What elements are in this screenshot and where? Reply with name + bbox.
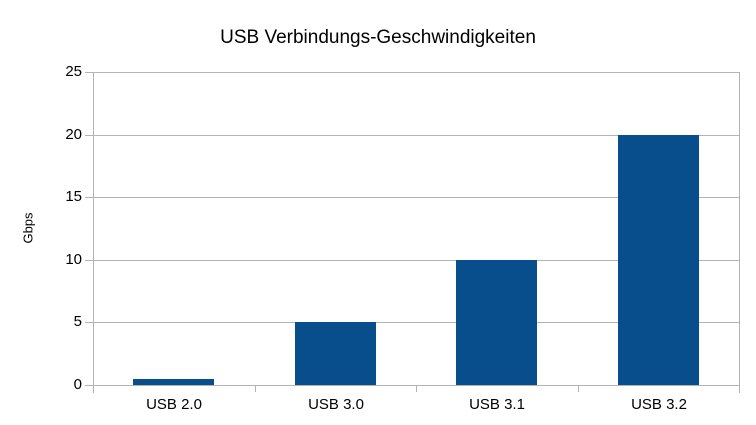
x-label-usb-2-0: USB 2.0 bbox=[146, 396, 202, 413]
x-label-usb-3-0: USB 3.0 bbox=[308, 396, 364, 413]
y-axis-title: Gbps bbox=[20, 212, 36, 244]
y-tick-label-25: 25 bbox=[65, 63, 82, 80]
chart-title: USB Verbindungs-Geschwindigkeiten bbox=[220, 27, 536, 48]
gridline-5 bbox=[94, 322, 739, 323]
x-label-usb-3-1: USB 3.1 bbox=[469, 396, 525, 413]
plot-border-right bbox=[739, 72, 740, 393]
x-label-usb-3-2: USB 3.2 bbox=[631, 396, 687, 413]
y-tick-20 bbox=[85, 135, 93, 136]
x-tick-2 bbox=[416, 385, 417, 392]
gridline-15 bbox=[94, 197, 739, 198]
bar-usb-2-0 bbox=[133, 379, 214, 385]
bar-usb-3-0 bbox=[295, 322, 376, 385]
y-tick-0 bbox=[85, 385, 93, 386]
x-tick-1 bbox=[255, 385, 256, 392]
y-tick-5 bbox=[85, 322, 93, 323]
bar-usb-3-1 bbox=[456, 260, 537, 385]
y-axis-line bbox=[93, 72, 94, 393]
y-tick-label-10: 10 bbox=[65, 251, 82, 268]
gridline-10 bbox=[94, 260, 739, 261]
bar-usb-3-2 bbox=[618, 135, 699, 385]
y-tick-label-15: 15 bbox=[65, 188, 82, 205]
y-tick-label-0: 0 bbox=[73, 376, 82, 393]
y-tick-label-20: 20 bbox=[65, 126, 82, 143]
plot-border-top bbox=[93, 72, 740, 73]
y-tick-10 bbox=[85, 260, 93, 261]
y-tick-label-5: 5 bbox=[73, 313, 82, 330]
x-tick-3 bbox=[578, 385, 579, 392]
y-tick-15 bbox=[85, 197, 93, 198]
gridline-20 bbox=[94, 135, 739, 136]
y-tick-25 bbox=[85, 72, 93, 73]
